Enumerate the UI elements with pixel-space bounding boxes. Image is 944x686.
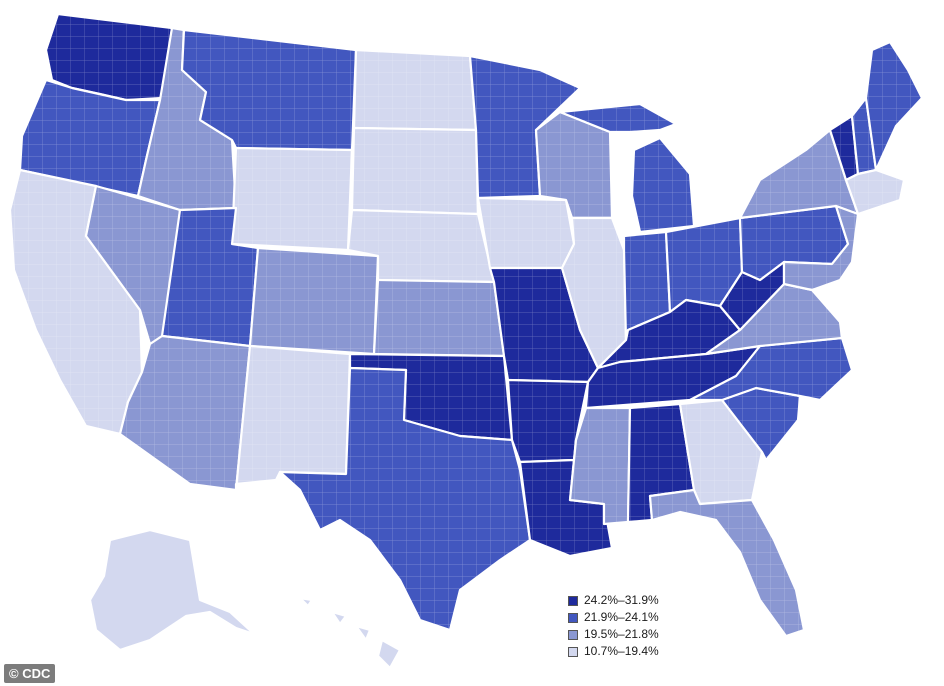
state-alaska — [88, 528, 256, 652]
state-wyoming — [230, 146, 354, 252]
legend-label: 19.5%–21.8% — [584, 627, 659, 641]
state-maine — [864, 40, 924, 172]
state-new-england-south — [844, 168, 906, 216]
legend-swatch — [568, 629, 578, 640]
legend-label: 10.7%–19.4% — [584, 644, 659, 658]
state-north-dakota — [352, 48, 478, 132]
legend-swatch — [568, 612, 578, 623]
legend-item: 21.9%–24.1% — [568, 609, 659, 626]
legend: 24.2%–31.9% 21.9%–24.1% 19.5%–21.8% 10.7… — [568, 592, 659, 660]
legend-item: 24.2%–31.9% — [568, 592, 659, 609]
legend-label: 24.2%–31.9% — [584, 593, 659, 607]
legend-swatch — [568, 646, 578, 657]
legend-item: 19.5%–21.8% — [568, 626, 659, 643]
state-new-mexico — [234, 344, 352, 492]
state-kansas — [372, 278, 506, 358]
source-credit: © CDC — [4, 664, 56, 683]
legend-label: 21.9%–24.1% — [584, 610, 659, 624]
state-hawaii — [298, 596, 402, 670]
state-florida — [648, 488, 806, 638]
legend-item: 10.7%–19.4% — [568, 643, 659, 660]
state-south-dakota — [350, 126, 480, 216]
state-iowa — [476, 196, 576, 270]
legend-swatch — [568, 595, 578, 606]
state-colorado — [248, 246, 380, 356]
